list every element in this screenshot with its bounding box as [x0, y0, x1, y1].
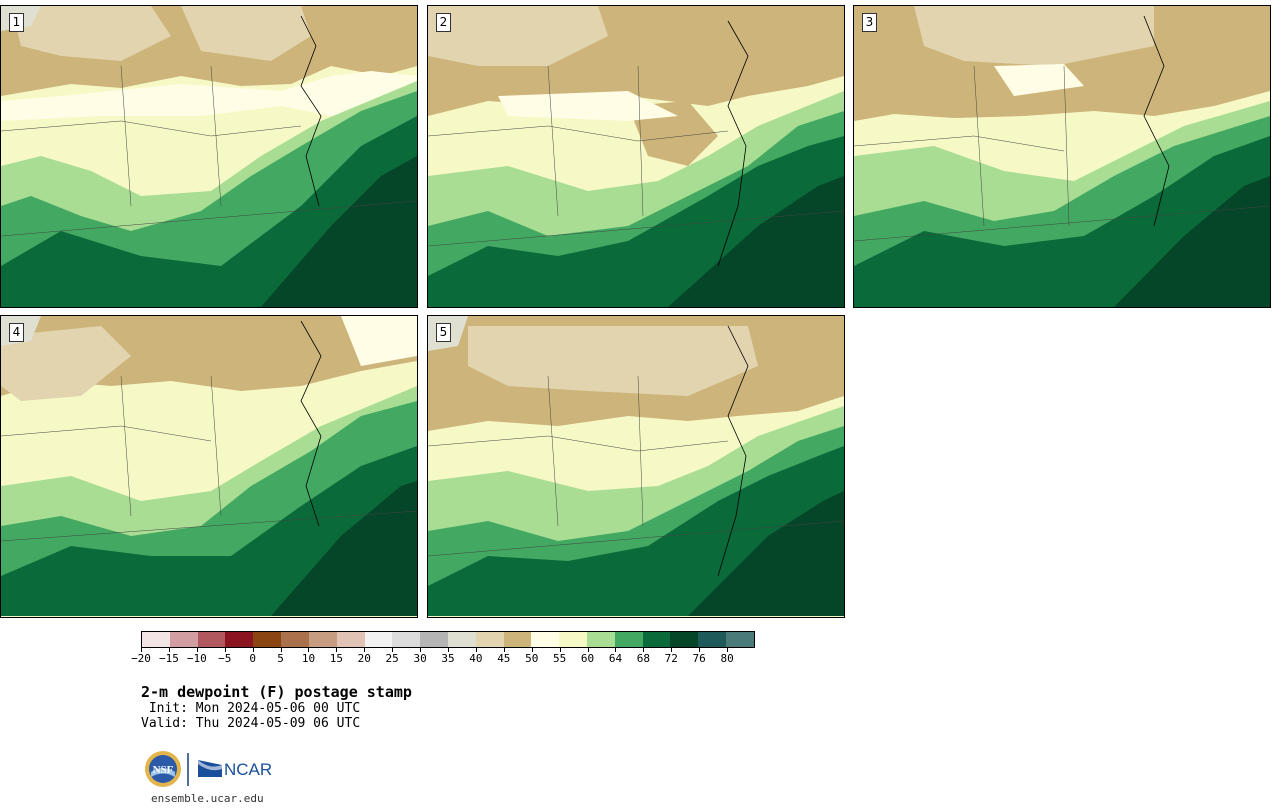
- colorbar-tick-label: 50: [525, 652, 539, 665]
- nsf-ncar-logo: NSF NCAR: [145, 751, 272, 787]
- colorbar-swatch: [169, 632, 198, 647]
- colorbar-swatch: [698, 632, 727, 647]
- map-panel-1: 1: [0, 5, 418, 308]
- colorbar-tick: [699, 648, 701, 652]
- colorbar-tick: [727, 648, 729, 652]
- colorbar-tick: [392, 648, 394, 652]
- map-panel-3: 3: [853, 5, 1271, 308]
- colorbar-tick-label: 25: [385, 652, 399, 665]
- colorbar-tick: [308, 648, 310, 652]
- colorbar-swatch: [225, 632, 254, 647]
- colorbar-swatch: [420, 632, 448, 647]
- colorbar-tick-label: 64: [608, 652, 623, 665]
- valid-time: Valid: Thu 2024-05-09 06 UTC: [141, 716, 361, 731]
- colorbar-swatch: [253, 632, 282, 647]
- dewpoint-map-3: [854, 6, 1270, 307]
- dewpoint-map-2: [428, 6, 844, 307]
- dewpoint-map-4: [1, 316, 417, 616]
- colorbar-tick: [559, 648, 561, 652]
- panel-number: 2: [436, 13, 451, 32]
- colorbar-tick-label: 10: [301, 652, 316, 665]
- colorbar-swatch: [364, 632, 393, 647]
- colorbar-tick-label: 5: [277, 652, 284, 665]
- colorbar-swatch: [197, 632, 226, 647]
- init-time: Init: Mon 2024-05-06 00 UTC: [141, 701, 361, 716]
- colorbar-tick-label: 20: [357, 652, 371, 665]
- colorbar-swatch: [142, 632, 170, 647]
- colorbar-tick: [168, 648, 170, 652]
- colorbar-swatch: [308, 632, 337, 647]
- colorbar-swatch: [475, 632, 504, 647]
- colorbar-tick-label: −5: [218, 652, 232, 665]
- colorbar-swatch: [503, 632, 532, 647]
- logo-area: NSF NCAR: [144, 750, 284, 790]
- colorbar-swatch: [642, 632, 671, 647]
- colorbar: [141, 631, 755, 648]
- dewpoint-map-1: [1, 6, 417, 307]
- colorbar-tick-label: −15: [158, 652, 179, 665]
- colorbar-swatch: [281, 632, 309, 647]
- colorbar-tick-label: 76: [692, 652, 706, 665]
- nsf-logo-text: NSF: [153, 764, 174, 776]
- colorbar-tick-label: −10: [186, 652, 207, 665]
- colorbar-tick-label: 0: [249, 652, 256, 665]
- colorbar-swatch: [614, 632, 643, 647]
- colorbar-swatch: [587, 632, 615, 647]
- nsf-logo-icon: NSF: [145, 751, 181, 787]
- colorbar-ticks: −20 −15 −10 −5 0 5 10 15 20 25 30 35 40 45 50 55 60 64 68 7…: [131, 648, 755, 668]
- colorbar-tick: [587, 648, 589, 652]
- chart-title: 2-m dewpoint (F) postage stamp: [141, 683, 412, 701]
- colorbar-tick: [252, 648, 254, 652]
- colorbar-tick: [224, 648, 226, 652]
- colorbar-swatch: [392, 632, 421, 647]
- dewpoint-map-5: [428, 316, 844, 616]
- colorbar-swatch: [726, 632, 754, 647]
- map-panel-5: 5: [427, 315, 845, 618]
- colorbar-tick: [615, 648, 617, 652]
- colorbar-tick: [503, 648, 505, 652]
- site-url: ensemble.ucar.edu: [151, 792, 264, 805]
- panel-number: 3: [862, 13, 877, 32]
- colorbar-tick: [196, 648, 198, 652]
- colorbar-tick-label: 45: [497, 652, 511, 665]
- panel-number: 1: [9, 13, 24, 32]
- panel-number: 5: [436, 323, 451, 342]
- colorbar-tick-label: 15: [329, 652, 343, 665]
- colorbar-tick: [141, 648, 142, 652]
- colorbar-tick: [336, 648, 338, 652]
- colorbar-tick: [671, 648, 673, 652]
- colorbar-tick-label: 68: [636, 652, 650, 665]
- colorbar-tick: [448, 648, 449, 652]
- colorbar-swatch: [531, 632, 560, 647]
- colorbar-tick-label: 35: [441, 652, 455, 665]
- colorbar-tick-label: 80: [720, 652, 734, 665]
- map-panel-2: 2: [427, 5, 845, 308]
- colorbar-tick: [531, 648, 533, 652]
- colorbar-tick-label: 40: [469, 652, 483, 665]
- colorbar-tick-label: 55: [553, 652, 567, 665]
- colorbar-swatch: [336, 632, 365, 647]
- panel-number: 4: [9, 323, 24, 342]
- map-panel-4: 4: [0, 315, 418, 618]
- colorbar-tick: [643, 648, 645, 652]
- colorbar-swatch: [670, 632, 699, 647]
- colorbar-swatch: [559, 632, 587, 647]
- colorbar-tick: [364, 648, 366, 652]
- ncar-logo-icon: NCAR: [198, 760, 272, 779]
- colorbar-tick-label: −20: [131, 652, 151, 665]
- colorbar-tick-label: 72: [664, 652, 678, 665]
- colorbar-swatch: [447, 632, 476, 647]
- colorbar-tick-label: 60: [580, 652, 595, 665]
- colorbar-tick: [280, 648, 282, 652]
- ncar-logo-text: NCAR: [224, 760, 272, 779]
- colorbar-tick: [420, 648, 422, 652]
- colorbar-tick: [475, 648, 477, 652]
- colorbar-tick-label: 30: [413, 652, 427, 665]
